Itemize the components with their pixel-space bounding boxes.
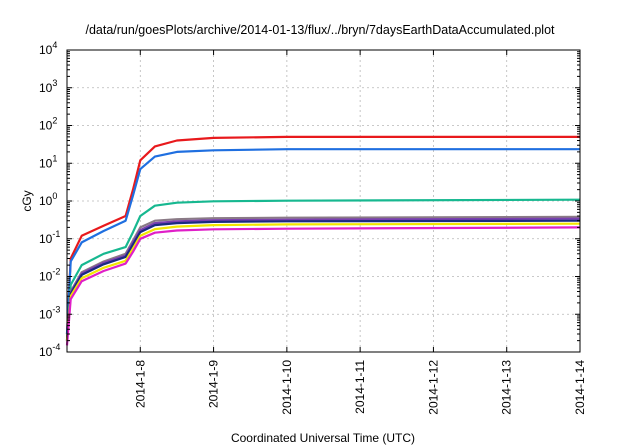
y-tick-label: 102	[39, 116, 57, 133]
y-tick-label: 101	[39, 153, 57, 170]
y-tick-label: 100	[39, 191, 57, 208]
y-tick-label: 103	[39, 78, 57, 95]
x-tick-labels: 2014-1-8 2014-1-9 2014-1-10 2014-1-11 2014-1…	[133, 360, 587, 415]
x-tick-label: 2014-1-13	[500, 360, 514, 415]
series-line-1	[65, 135, 580, 335]
x-axis-label: Coordinated Universal Time (UTC)	[231, 431, 415, 445]
series-layer	[65, 135, 581, 346]
y-tick-label: 104	[39, 40, 57, 57]
series-line-4	[65, 215, 581, 341]
series-line-6	[65, 219, 581, 341]
y-tick-label: 10-1	[39, 229, 60, 246]
x-tick-label: 2014-1-12	[426, 360, 440, 415]
series-line-8	[65, 226, 581, 346]
chart-title: /data/run/goesPlots/archive/2014-01-13/f…	[85, 23, 555, 37]
x-tick-label: 2014-1-10	[280, 360, 294, 415]
x-tick-label: 2014-1-8	[133, 360, 147, 408]
y-axis-label: cGy	[20, 190, 34, 211]
axis-ticks	[67, 49, 581, 353]
y-tick-label: 10-2	[39, 267, 60, 284]
y-tick-label: 10-3	[39, 304, 60, 321]
y-tick-label: 10-4	[39, 342, 60, 359]
series-line-3	[65, 198, 581, 341]
y-tick-labels: 10-4 10-3 10-2 10-1 100 101 102 103 104	[39, 40, 60, 359]
x-tick-label: 2014-1-11	[353, 360, 367, 414]
series-line-7	[65, 222, 581, 341]
series-line-2	[65, 148, 580, 335]
x-tick-label: 2014-1-14	[573, 360, 587, 415]
x-tick-label: 2014-1-9	[207, 360, 221, 408]
